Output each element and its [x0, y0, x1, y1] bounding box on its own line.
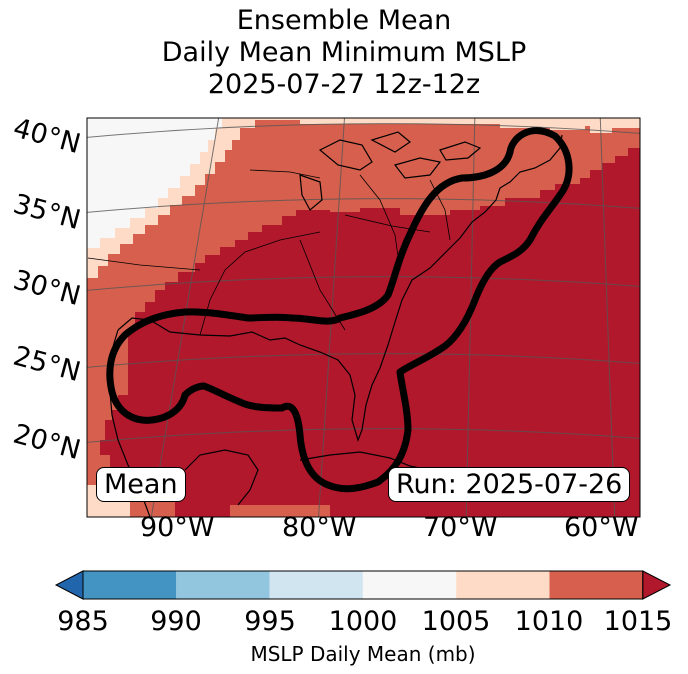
colorbar-bin-985-990: [83, 571, 177, 599]
run-date-badge: Run: 2025-07-26: [388, 467, 631, 502]
mean-badge: Mean: [96, 467, 186, 502]
lon-label-80w: 80°W: [282, 512, 357, 543]
figure-title: Ensemble Mean Daily Mean Minimum MSLP 20…: [0, 5, 688, 101]
colorbar: [54, 570, 672, 600]
colorbar-tick-1000: 1000: [328, 606, 398, 637]
colorbar-tick-995: 995: [244, 606, 296, 637]
map-frame: [86, 117, 641, 518]
colorbar-extend-high: [642, 570, 672, 600]
colorbar-label: MSLP Daily Mean (mb): [250, 642, 476, 666]
fill-1010-1015-southeast: [230, 505, 330, 517]
colorbar-outline: [82, 570, 644, 600]
colorbar-bin-1000-1005: [362, 571, 457, 599]
graticule: [87, 118, 640, 517]
colorbar-tick-990: 990: [150, 606, 202, 637]
title-line-1: Ensemble Mean: [236, 5, 452, 36]
lon-label-90w: 90°W: [140, 512, 215, 543]
lon-label-70w: 70°W: [423, 512, 498, 543]
fill-1005-1010: [87, 118, 598, 278]
colorbar-tick-985: 985: [57, 606, 109, 637]
colorbar-bin-990-995: [176, 571, 270, 599]
colorbar-bin-1005-1010: [456, 571, 550, 599]
fill-1005-1010-east: [575, 118, 640, 133]
colorbar-tick-1015: 1015: [603, 606, 673, 637]
fill-1010-1015: [87, 118, 640, 460]
colorbar-tick-1010: 1010: [514, 606, 584, 637]
lon-label-60w: 60°W: [564, 512, 639, 543]
colorbar-bin-995-1000: [269, 571, 363, 599]
colorbar-bin-1010-1015: [549, 571, 643, 599]
colorbar-extend-low: [54, 570, 84, 600]
colorbar-tick-1005: 1005: [421, 606, 491, 637]
title-line-2: Daily Mean Minimum MSLP: [161, 37, 527, 68]
map-panel: [87, 118, 640, 517]
title-line-3: 2025-07-27 12z-12z: [207, 69, 481, 100]
mslp-contour-line: [106, 127, 573, 493]
fill-1000-1005: [87, 118, 222, 248]
